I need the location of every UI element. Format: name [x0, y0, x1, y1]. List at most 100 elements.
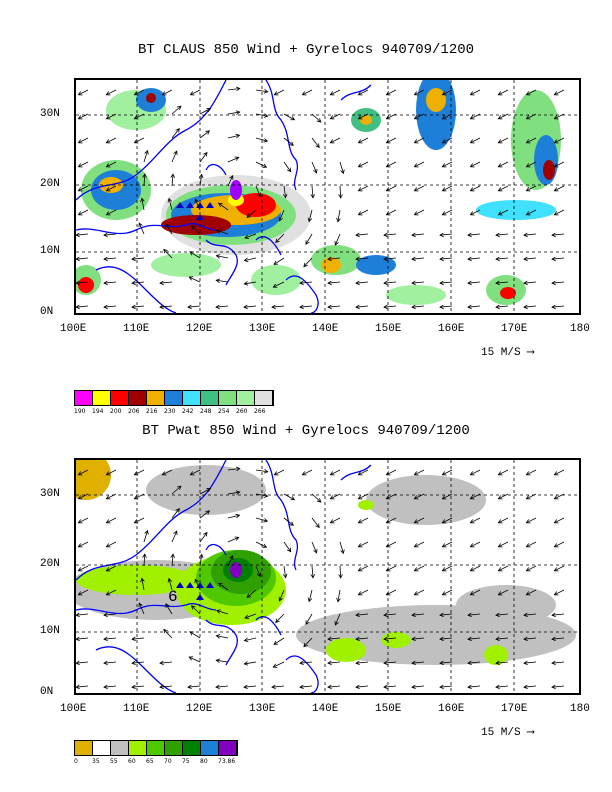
wind-arrow-head: [77, 139, 83, 144]
wind-arrow: [523, 233, 537, 236]
wind-arrow-head: [161, 471, 167, 476]
x-tick-label: 130E: [249, 703, 276, 715]
wind-arrow-head: [290, 496, 296, 501]
wind-arrow: [255, 137, 268, 142]
wind-arrow-head: [385, 543, 391, 548]
wind-arrow-head: [215, 229, 221, 234]
wind-arrow-head: [357, 139, 363, 144]
wind-arrow-head: [334, 240, 339, 246]
wind-arrow: [274, 89, 285, 96]
wind-arrow-head: [525, 495, 531, 500]
wind-arrow-head: [469, 519, 475, 524]
wind-arrow: [199, 174, 203, 187]
wind-arrow-head: [272, 663, 278, 668]
wind-arrow-head: [413, 115, 419, 120]
wind-arrow: [311, 493, 322, 503]
wind-arrow-head: [243, 257, 249, 263]
wind-arrow-head: [357, 115, 363, 120]
wind-arrow-head: [273, 91, 279, 96]
wind-arrow-head: [77, 543, 83, 548]
wind-arrow-head: [439, 660, 444, 666]
wind-arrow: [271, 685, 285, 688]
wind-arrow-head: [553, 115, 559, 120]
wind-arrow-head: [244, 234, 249, 239]
wind-arrow-head: [243, 637, 249, 643]
wind-arrow-head: [441, 163, 447, 168]
wind-arrow-head: [105, 187, 111, 192]
wind-arrow-head: [413, 211, 419, 216]
wind-arrow-head: [385, 495, 391, 500]
wind-arrow: [165, 223, 173, 235]
wind-arrow-head: [315, 523, 320, 529]
wind-arrow: [498, 493, 509, 500]
colorbar-swatch: [183, 741, 201, 755]
wind-arrow-head: [383, 612, 388, 618]
wind-arrow: [523, 257, 537, 260]
wind-arrow: [143, 150, 148, 163]
wind-arrow-head: [159, 304, 164, 310]
x-tick-label: 170E: [501, 323, 528, 335]
wind-arrow-head: [131, 636, 136, 642]
wind-arrow-head: [469, 471, 475, 476]
wind-arrow: [551, 233, 565, 236]
wind-arrow: [495, 305, 509, 308]
wind-arrow-head: [413, 139, 419, 144]
wind-arrow: [337, 209, 341, 222]
wind-arrow-head: [305, 620, 310, 625]
wind-arrow-head: [271, 684, 276, 690]
wind-arrow-head: [76, 636, 80, 642]
wind-arrow: [411, 305, 425, 308]
wind-arrow: [78, 89, 89, 96]
wind-arrow-head: [553, 471, 559, 476]
wind-arrow-head: [467, 660, 472, 666]
x-tick-label: 140E: [312, 703, 339, 715]
wind-arrow: [358, 89, 369, 96]
x-tick-label: 170E: [501, 703, 528, 715]
wind-arrow-head: [243, 304, 248, 310]
wind-arrow-head: [187, 684, 192, 690]
wind-arrow-head: [203, 151, 208, 157]
bottom-map-panel: 6: [74, 458, 581, 695]
wind-arrow: [246, 589, 257, 598]
wind-arrow: [386, 469, 397, 476]
wind-arrow-head: [385, 91, 391, 96]
wind-arrow-head: [383, 684, 388, 690]
wind-arrow-head: [159, 280, 164, 286]
wind-arrow: [383, 637, 397, 640]
wind-arrow-head: [385, 591, 391, 596]
wind-arrow-head: [103, 660, 108, 666]
x-tick-label: 150E: [375, 703, 402, 715]
wind-arrow: [439, 281, 453, 284]
wind-arrow: [526, 161, 537, 168]
wind-arrow: [218, 202, 229, 211]
wind-arrow-head: [105, 163, 111, 168]
wind-arrow: [106, 185, 117, 192]
wind-arrow-head: [105, 211, 111, 216]
wind-arrow-head: [131, 660, 136, 666]
wind-arrow: [191, 225, 201, 235]
wind-arrow-head: [313, 548, 318, 554]
colorbar-swatch: [219, 391, 237, 405]
wind-arrow-head: [77, 163, 83, 168]
wind-arrow-head: [411, 636, 416, 642]
wind-arrow: [355, 257, 369, 260]
wind-arrow-head: [243, 684, 248, 690]
wind-arrow: [439, 637, 453, 640]
x-tick-label: 120E: [186, 323, 213, 335]
wind-arrow-head: [282, 573, 288, 579]
wind-arrow: [523, 637, 537, 640]
wind-arrow-head: [553, 163, 559, 168]
wind-arrow: [327, 281, 341, 284]
wind-arrow-head: [76, 660, 80, 666]
wind-arrow: [227, 134, 240, 139]
wind-arrow: [255, 185, 261, 197]
wind-arrow-head: [194, 578, 199, 584]
wind-arrow: [414, 113, 425, 120]
wind-arrow-head: [495, 636, 500, 642]
wind-arrow: [495, 233, 509, 236]
wind-arrow: [78, 469, 89, 476]
wind-arrow-head: [441, 139, 447, 144]
wind-arrow-head: [215, 609, 221, 614]
wind-arrow-head: [413, 471, 419, 476]
wind-arrow: [194, 199, 201, 211]
